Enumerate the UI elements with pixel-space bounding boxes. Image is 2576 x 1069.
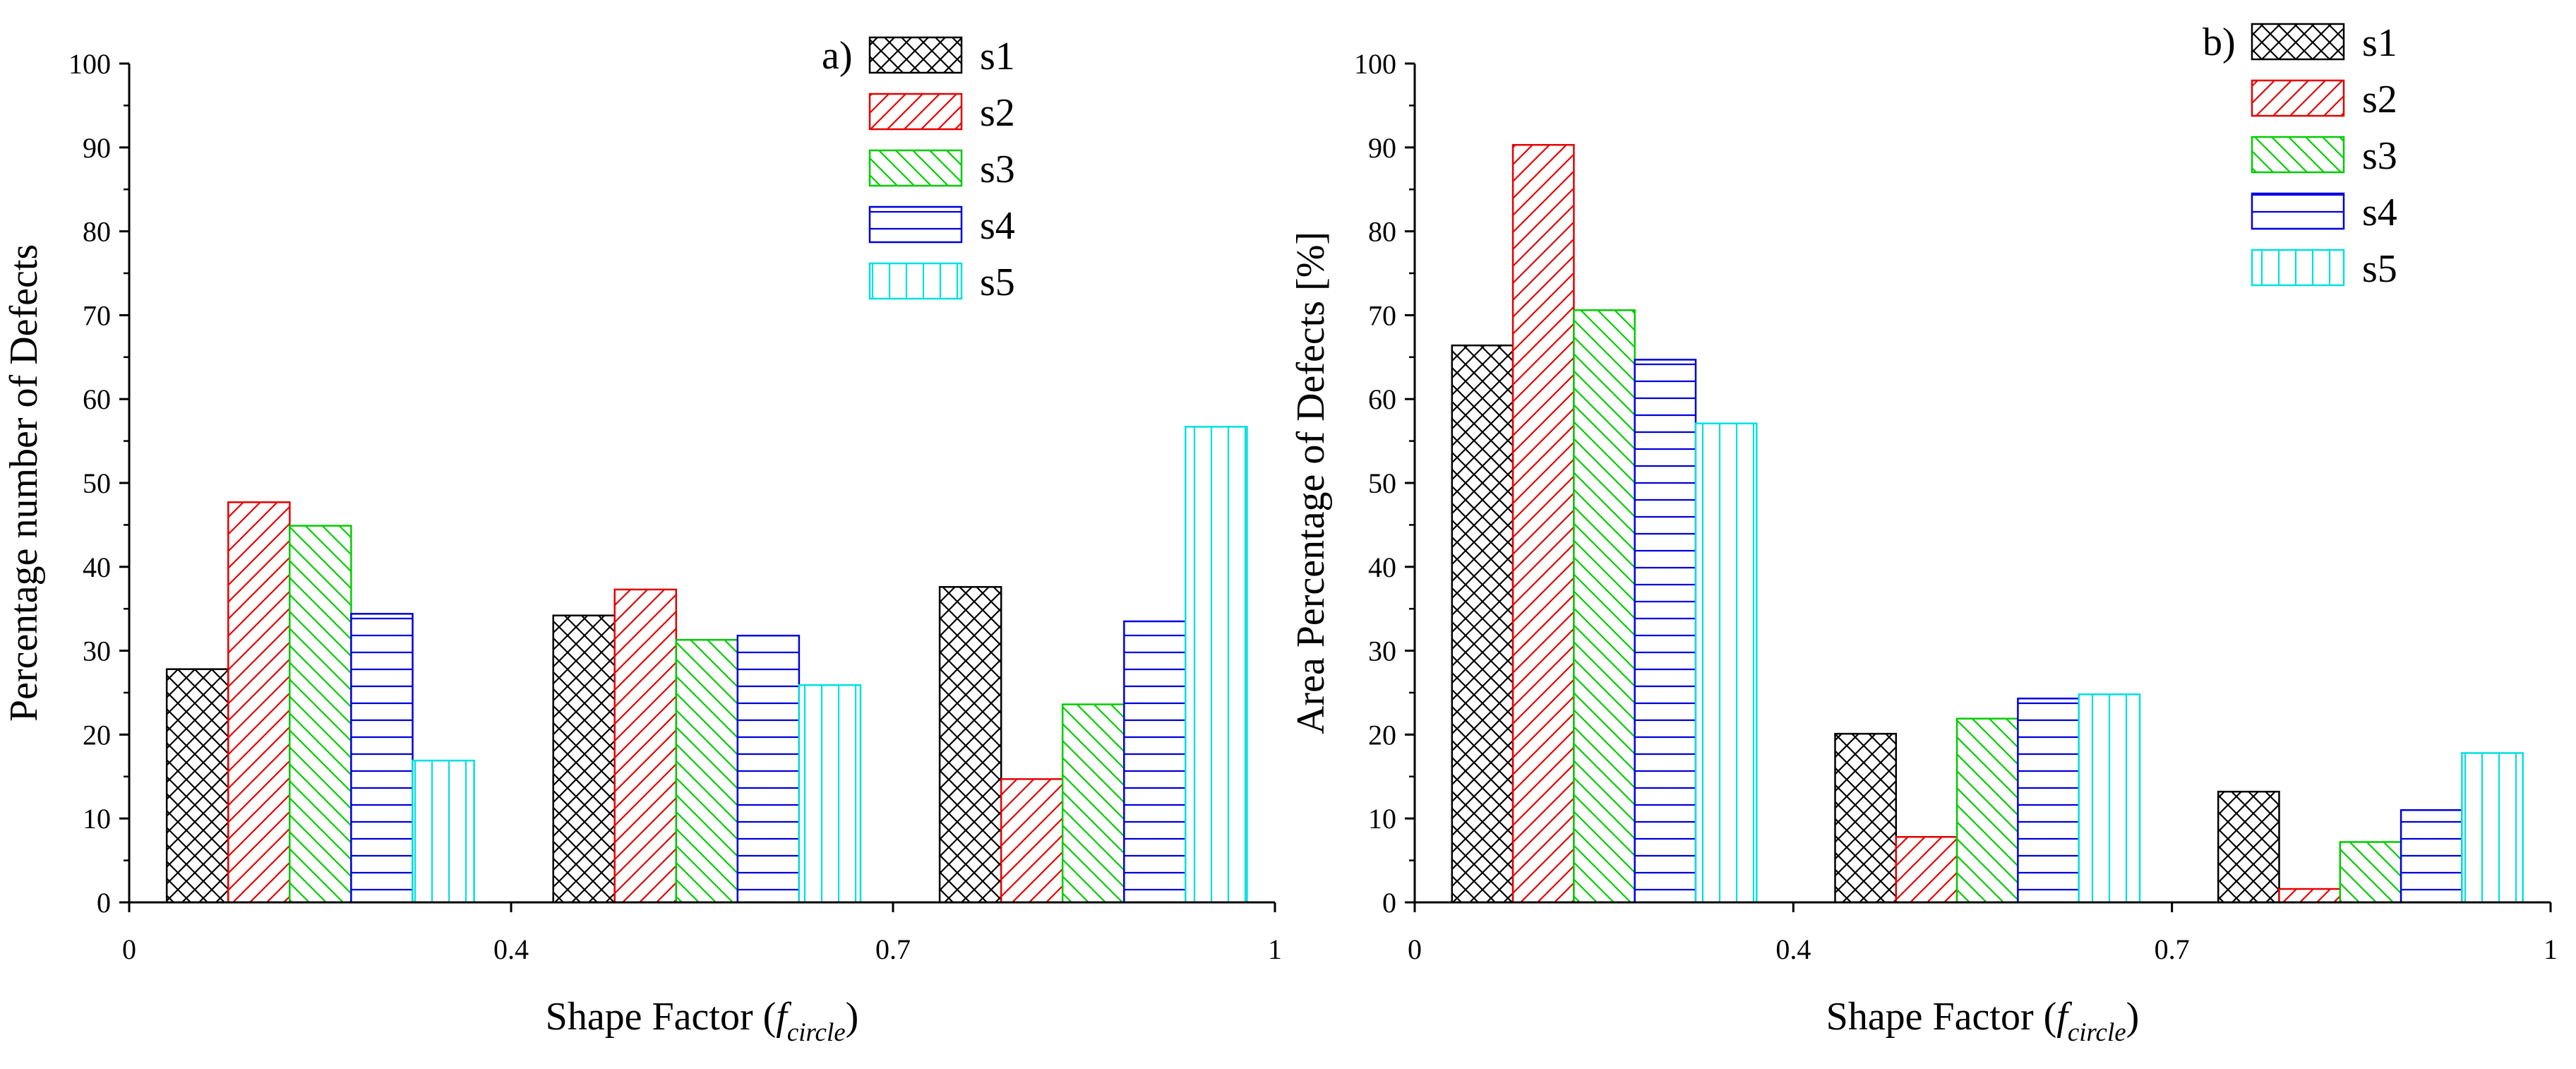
panel-b-bar-s4-group-3 — [2400, 809, 2463, 904]
panel-b-label: b) — [2203, 20, 2236, 64]
panel-b-legend-swatch-s2 — [2251, 79, 2345, 117]
panel-b-legend-label-s4: s4 — [2362, 191, 2397, 234]
panel-b-x-axis-title: Shape Factor (fcircle) — [1826, 995, 2140, 1047]
panel-b-legend-label-s3: s3 — [2362, 134, 2397, 178]
panel-b-x-tick-label: 1 — [2544, 933, 2558, 965]
panel-b-bar-s2-group-1 — [1511, 143, 1575, 904]
panel-a-y-tick-label: 10 — [83, 803, 111, 835]
panel-b-y-tick-label: 10 — [1368, 803, 1396, 835]
panel-a-bar-s4-group-3 — [1123, 620, 1187, 904]
panel-a-bar-s2-group-2 — [613, 588, 678, 904]
panel-a-y-tick-label: 60 — [83, 383, 111, 415]
panel-b-y-tick-label: 30 — [1368, 635, 1396, 667]
panel-a-bar-s3-group-3 — [1061, 703, 1125, 904]
panel-b-legend-label-s2: s2 — [2362, 78, 2397, 121]
panel-a-y-axis-title: Percentage number of Defects — [2, 244, 46, 722]
panel-b-y-tick-label: 20 — [1368, 719, 1396, 751]
panel-b-y-tick-label: 60 — [1368, 383, 1396, 415]
panel-a-x-tick-label: 1 — [1268, 933, 1282, 965]
panel-b-legend-swatch-s4 — [2251, 192, 2345, 230]
panel-b-y-tick-label: 100 — [1354, 48, 1396, 80]
panel-b-legend-label-s5: s5 — [2362, 247, 2397, 291]
panel-a-y-tick-label: 70 — [83, 299, 111, 331]
panel-a-y-tick-label: 50 — [83, 467, 111, 499]
panel-b-bar-s5-group-1 — [1694, 422, 1758, 904]
panel-a-legend-label-s3: s3 — [980, 148, 1015, 191]
panel-a-y-tick-label: 90 — [83, 132, 111, 164]
panel-a-legend-swatch-s4 — [868, 205, 963, 244]
panel-b-x-tick-label: 0.4 — [1775, 933, 1811, 965]
panel-b-bar-s5-group-3 — [2461, 752, 2524, 904]
panel-a-legend-label-s2: s2 — [980, 91, 1015, 135]
panel-a-label: a) — [822, 34, 853, 78]
panel-b-bar-s2-group-2 — [1895, 836, 1958, 904]
panel-a-legend-swatch-s1 — [868, 36, 963, 74]
panel-b-y-tick-label: 90 — [1368, 132, 1396, 164]
panel-a-bar-s2-group-1 — [227, 501, 291, 904]
panel-b-legend-label-s1: s1 — [2362, 21, 2397, 65]
panel-a-legend-label-s4: s4 — [980, 204, 1015, 248]
panel-b-legend-swatch-s3 — [2251, 136, 2345, 174]
panel-a-bar-s5-group-3 — [1185, 426, 1248, 904]
panel-b-y-tick-label: 70 — [1368, 299, 1396, 331]
panel-a-bar-s4-group-1 — [350, 613, 414, 904]
panel-b-bar-s3-group-2 — [1955, 717, 2019, 904]
panel-b-legend-swatch-s5 — [2251, 249, 2345, 287]
panel-b-bar-s3-group-1 — [1573, 309, 1636, 904]
panel-a-legend-swatch-s5 — [868, 262, 963, 300]
panel-a-bar-s5-group-1 — [412, 759, 475, 904]
panel-b-bar-s5-group-2 — [2078, 693, 2141, 904]
panel-b-bar-s2-group-3 — [2278, 888, 2342, 904]
panel-a-y-tick-label: 20 — [83, 719, 111, 751]
panel-b-legend-swatch-s1 — [2251, 23, 2345, 61]
panel-a-bar-s3-group-1 — [289, 525, 352, 904]
panel-a-bar-s4-group-2 — [736, 634, 801, 904]
panel-a-bar-s1-group-2 — [552, 614, 616, 904]
panel-b-bar-s4-group-1 — [1634, 359, 1697, 904]
panel-b-bar-s3-group-3 — [2339, 841, 2402, 904]
panel-a-x-tick-label: 0.7 — [875, 933, 911, 965]
panel-a-y-tick-label: 40 — [83, 551, 111, 583]
panel-a-y-tick-label: 30 — [83, 635, 111, 667]
panel-a-y-tick-label: 0 — [97, 887, 111, 919]
panel-a-bar-s1-group-3 — [938, 586, 1002, 904]
panel-b-bar-s1-group-2 — [1834, 732, 1898, 904]
panel-a-bar-s3-group-2 — [675, 638, 739, 904]
panel-a-bar-s5-group-2 — [798, 684, 862, 904]
panel-a-x-axis-title: Shape Factor (fcircle) — [546, 995, 859, 1047]
panel-b-x-tick-label: 0 — [1408, 933, 1422, 965]
panel-a-x-tick-label: 0 — [122, 933, 136, 965]
panel-a-y-tick-label: 80 — [83, 216, 111, 248]
panel-b-bar-s1-group-3 — [2217, 790, 2280, 904]
panel-b-x-tick-label: 0.7 — [2155, 933, 2190, 965]
panel-a-bar-s2-group-3 — [1000, 778, 1064, 904]
panel-b-y-tick-label: 50 — [1368, 467, 1396, 499]
panel-b-y-axis-title: Area Percentage of Defects [%] — [1289, 232, 1333, 734]
panel-b-y-tick-label: 80 — [1368, 216, 1396, 248]
panel-a-y-tick-label: 100 — [68, 48, 111, 80]
panel-a-bar-s1-group-1 — [165, 668, 229, 904]
panel-a-legend-label-s5: s5 — [980, 261, 1015, 304]
panel-b-y-tick-label: 0 — [1382, 887, 1396, 919]
panel-a-legend-swatch-s3 — [868, 149, 963, 187]
panel-a-legend-swatch-s2 — [868, 92, 963, 131]
panel-b-y-tick-label: 40 — [1368, 551, 1396, 583]
panel-a-legend-label-s1: s1 — [980, 35, 1015, 78]
panel-a-x-tick-label: 0.4 — [493, 933, 529, 965]
panel-b-bar-s4-group-2 — [2017, 698, 2080, 904]
panel-b-bar-s1-group-1 — [1451, 344, 1514, 904]
